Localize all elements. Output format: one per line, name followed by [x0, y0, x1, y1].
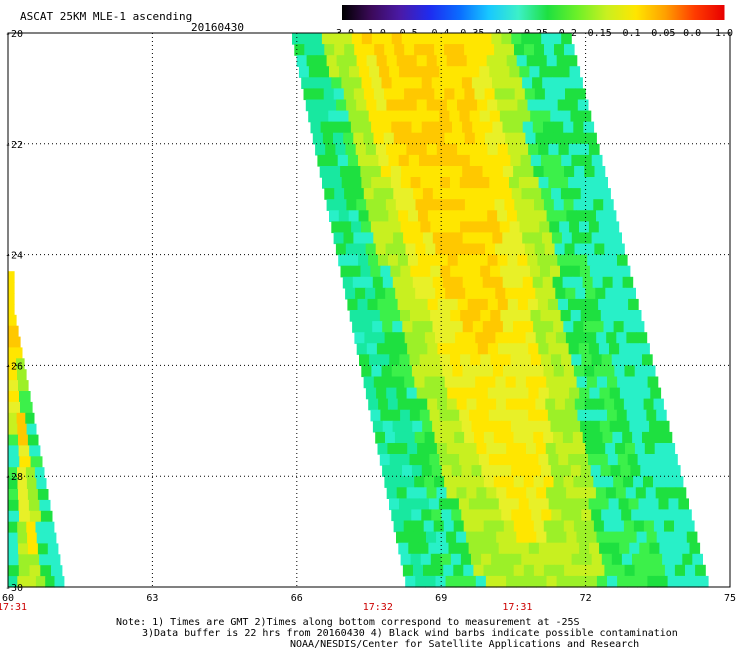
lat-lon-grid [8, 33, 730, 587]
pass-time-label: 17:32 [363, 602, 393, 613]
latitude-tick-labels: -20 -22 -24 -26 -28 -30 [5, 29, 23, 594]
lat-tick-label: -28 [5, 472, 23, 483]
swath-main [292, 33, 709, 588]
lat-tick-label: -24 [5, 251, 23, 262]
note-line-3: NOAA/NESDIS/Center for Satellite Applica… [290, 639, 640, 650]
note-line-1: Note: 1) Times are GMT 2)Times along bot… [116, 617, 580, 628]
scatterometer-swaths [8, 33, 709, 588]
lat-tick-label: -30 [5, 583, 23, 594]
pass-time-label: 17:31 [0, 602, 27, 613]
lon-tick-label: 63 [146, 593, 158, 604]
swath-west [8, 271, 65, 588]
lat-tick-label: -20 [5, 29, 23, 40]
lon-tick-label: 69 [435, 593, 447, 604]
colorbar [342, 5, 725, 20]
note-line-2: 3)Data buffer is 22 hrs from 20160430 4)… [142, 628, 678, 639]
lon-tick-label: 60 [2, 593, 14, 604]
lat-tick-label: -26 [5, 361, 23, 372]
figure-date: 20160430 [191, 21, 244, 34]
lon-tick-label: 66 [291, 593, 303, 604]
lon-tick-label: 72 [580, 593, 592, 604]
pass-time-labels: 17:31 17:32 17:31 [0, 602, 532, 613]
pass-time-label: 17:31 [502, 602, 532, 613]
longitude-tick-labels: 60 63 66 69 72 75 [2, 593, 736, 604]
lon-tick-label: 75 [724, 593, 736, 604]
colorbar-gradient [342, 5, 724, 20]
map-frame [7, 32, 731, 588]
figure-title: ASCAT 25KM MLE-1 ascending [20, 10, 192, 23]
lat-tick-label: -22 [5, 140, 23, 151]
